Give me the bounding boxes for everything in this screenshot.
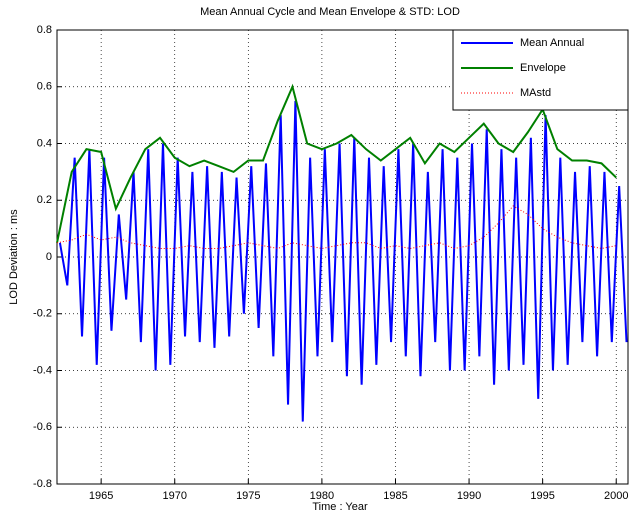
x-tick-label: 1970 — [162, 490, 186, 502]
x-tick-label: 1985 — [383, 490, 407, 502]
y-tick-label: -0.6 — [33, 421, 52, 433]
series-line — [58, 100, 628, 422]
y-tick-label: -0.2 — [33, 308, 52, 320]
legend-label: MAstd — [520, 87, 551, 99]
series-line — [56, 83, 617, 244]
x-tick-label: 1975 — [236, 490, 260, 502]
x-tick-label: 1990 — [457, 490, 481, 502]
y-tick-label: 0.4 — [37, 137, 52, 149]
y-tick-label: 0.6 — [37, 81, 52, 93]
x-tick-label: 1965 — [89, 490, 113, 502]
y-tick-label: 0.2 — [37, 194, 52, 206]
y-tick-label: 0 — [46, 251, 52, 263]
legend-label: Envelope — [520, 62, 566, 74]
x-tick-label: 1995 — [530, 490, 554, 502]
chart-title: Mean Annual Cycle and Mean Envelope & ST… — [200, 6, 460, 18]
y-axis-label: LOD Deviation : ms — [8, 209, 20, 305]
y-tick-label: 0.8 — [37, 24, 52, 36]
legend-label: Mean Annual — [520, 37, 584, 49]
x-axis-label: Time : Year — [312, 501, 368, 513]
x-tick-label: 1980 — [310, 490, 334, 502]
y-tick-label: -0.4 — [33, 364, 52, 376]
x-tick-label: 2000 — [604, 490, 628, 502]
y-tick-label: -0.8 — [33, 478, 52, 490]
